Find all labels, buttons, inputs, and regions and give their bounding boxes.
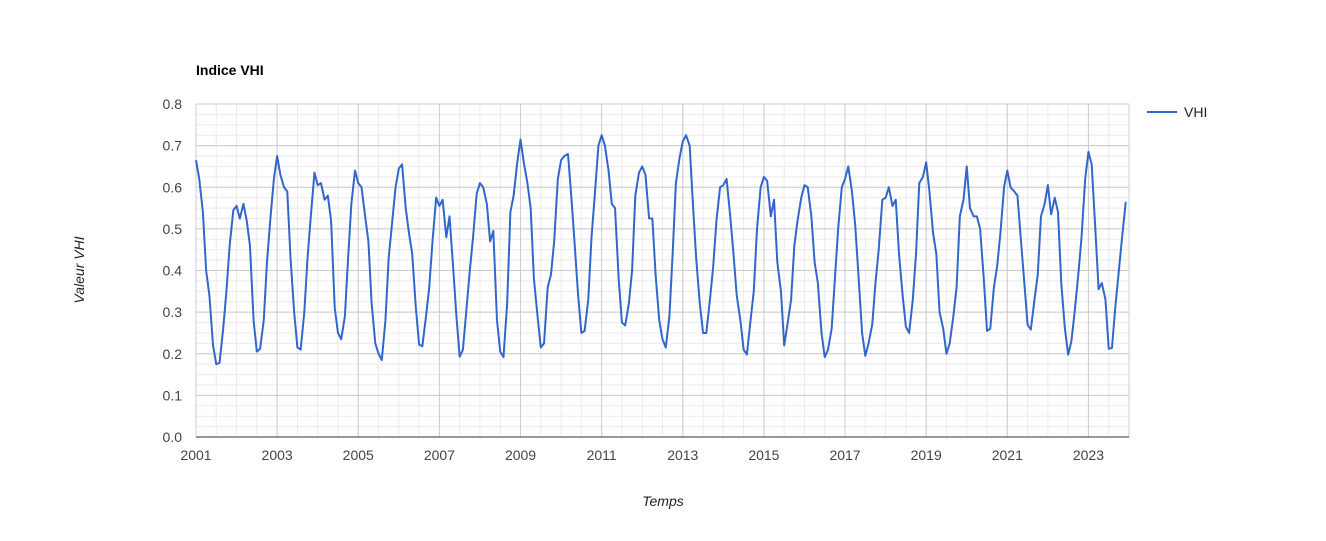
- y-tick-label: 0.2: [163, 346, 183, 362]
- x-tick-label: 2011: [587, 447, 617, 463]
- x-tick-label: 2023: [1073, 447, 1104, 463]
- y-tick-label: 0.8: [163, 96, 183, 112]
- y-axis-title: Valeur VHI: [71, 236, 87, 303]
- y-tick-label: 0.5: [163, 221, 183, 237]
- x-tick-label: 2013: [667, 447, 698, 463]
- x-axis-title: Temps: [642, 493, 684, 509]
- x-tick-label: 2015: [748, 447, 779, 463]
- x-tick-label: 2021: [992, 447, 1023, 463]
- y-tick-label: 0.0: [163, 429, 183, 445]
- y-tick-label: 0.1: [163, 387, 183, 403]
- y-tick-label: 0.7: [163, 138, 183, 154]
- y-tick-label: 0.6: [163, 179, 183, 195]
- legend-label-vhi: VHI: [1184, 104, 1207, 120]
- y-tick-label: 0.3: [163, 304, 183, 320]
- x-tick-label: 2009: [505, 447, 536, 463]
- x-tick-label: 2019: [911, 447, 942, 463]
- y-tick-label: 0.4: [163, 263, 183, 279]
- legend[interactable]: VHI: [1147, 104, 1207, 120]
- x-tick-label: 2007: [424, 447, 455, 463]
- x-axis-tick-labels: 2001 2003 2005 2007 2009 2011 2013 2015 2017 2019…: [180, 447, 1104, 463]
- x-tick-label: 2005: [343, 447, 374, 463]
- vhi-series-line: [195, 134, 1127, 366]
- x-tick-label: 2003: [262, 447, 293, 463]
- y-axis-tick-labels: 0.0 0.1 0.2 0.3 0.4 0.5 0.6 0.7 0.8: [163, 96, 183, 445]
- x-tick-label: 2017: [829, 447, 860, 463]
- chart-title: Indice VHI: [196, 62, 264, 78]
- major-gridlines: [195, 103, 1130, 438]
- x-tick-label: 2001: [180, 447, 211, 463]
